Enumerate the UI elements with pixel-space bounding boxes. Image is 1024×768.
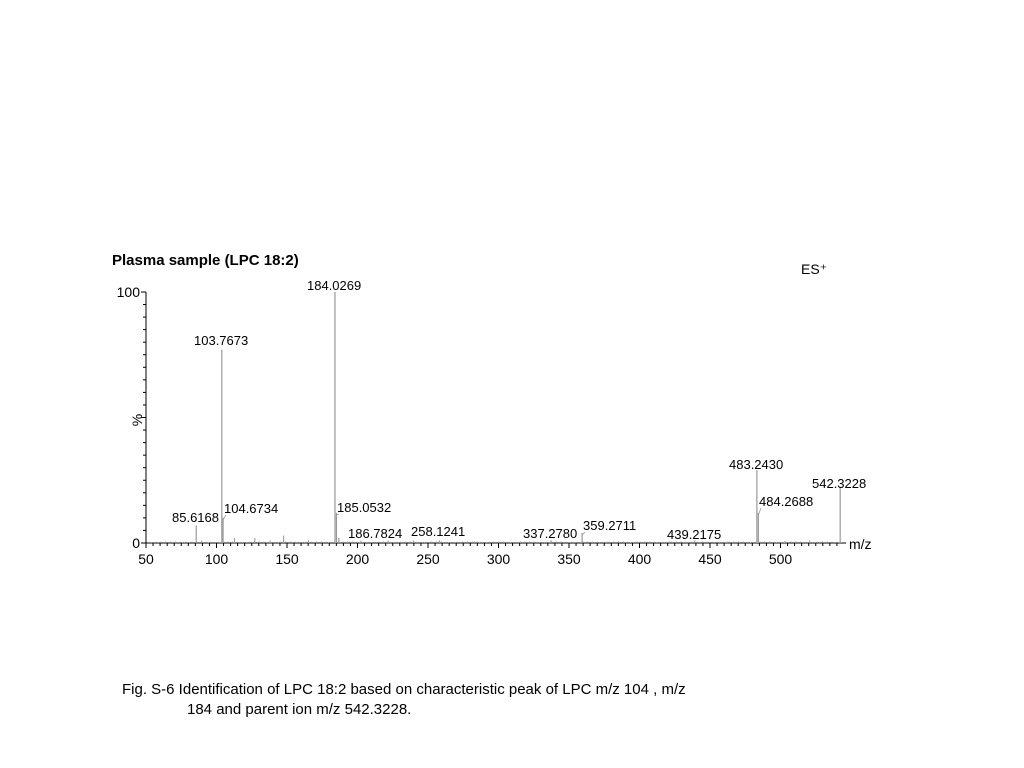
- chart-marks: [148, 292, 847, 543]
- x-tick-label: 50: [138, 551, 154, 567]
- peak-label: 483.2430: [729, 457, 783, 472]
- peak-label: 258.1241: [411, 524, 465, 539]
- y-tick-label: 0: [132, 535, 140, 551]
- x-tick-label: 500: [769, 551, 793, 567]
- x-tick-label: 400: [628, 551, 652, 567]
- x-tick-label: 350: [557, 551, 581, 567]
- mass-spectrum-chart: Plasma sample (LPC 18:2) ES⁺ % m/z 0 100 5…: [112, 252, 872, 567]
- peak-label: 103.7673: [194, 333, 248, 348]
- peak-label: 542.3228: [812, 476, 866, 491]
- ionization-mode-label: ES⁺: [801, 261, 827, 277]
- x-tick-label: 250: [416, 551, 440, 567]
- x-tick-label: 100: [205, 551, 229, 567]
- peak-label: 185.0532: [337, 500, 391, 515]
- chart-peak-labels: 85.6168 103.7673 104.6734 184.0269 185.0532 1…: [172, 278, 866, 542]
- x-tick-label: 450: [698, 551, 722, 567]
- peak-leader-line: [222, 514, 227, 521]
- peak-leader-line: [757, 507, 762, 516]
- x-tick-label: 150: [275, 551, 299, 567]
- chart-title: Plasma sample (LPC 18:2): [112, 252, 299, 269]
- x-axis-label: m/z: [849, 536, 872, 552]
- baseline-noise: [148, 541, 847, 543]
- peak-leader-line: [581, 531, 586, 536]
- peak-label: 439.2175: [667, 527, 721, 542]
- caption-line-1: Fig. S-6 Identification of LPC 18:2 base…: [122, 681, 686, 698]
- peak-label: 104.6734: [224, 501, 278, 516]
- peak-leader-line: [336, 513, 340, 516]
- x-tick-label: 200: [346, 551, 370, 567]
- peak-label: 337.2780: [523, 526, 577, 541]
- chart-axes: 0 100 50 100 150 200 250 300 350 400 450 500: [117, 284, 846, 567]
- y-tick-label: 100: [117, 284, 141, 300]
- peak-label: 186.7824: [348, 526, 402, 541]
- y-axis-label: %: [129, 414, 145, 426]
- peak-label: 359.2711: [583, 518, 636, 533]
- peak-label: 184.0269: [307, 278, 361, 293]
- peak-label: 484.2688: [759, 494, 813, 509]
- caption-line-2: 184 and parent ion m/z 542.3228.: [187, 701, 412, 718]
- peak-label: 85.6168: [172, 510, 219, 525]
- figure-caption: Fig. S-6 Identification of LPC 18:2 base…: [122, 680, 822, 720]
- x-tick-label: 300: [487, 551, 511, 567]
